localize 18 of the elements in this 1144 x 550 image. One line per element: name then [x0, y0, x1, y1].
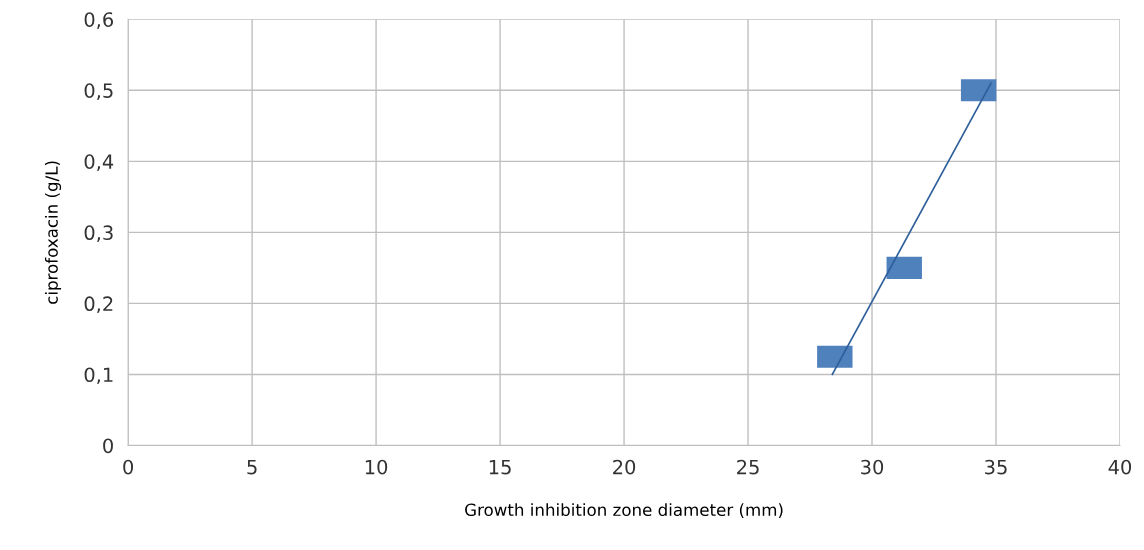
- y-tick-label: 0,1: [84, 367, 113, 385]
- x-tick-label: 30: [861, 459, 884, 475]
- y-tick-label: 0,6: [84, 12, 114, 29]
- y-tick-label: 0,3: [84, 225, 113, 243]
- x-tick-label: 5: [247, 459, 257, 475]
- y-tick-label: 0: [103, 438, 113, 454]
- x-tick-label: 25: [737, 459, 759, 475]
- y-tick-label: 0,4: [84, 154, 114, 171]
- x-tick-label: 40: [1108, 459, 1132, 475]
- x-tick-label: 35: [985, 459, 1007, 475]
- x-tick-label: 20: [613, 459, 636, 475]
- x-tick-label: 10: [365, 459, 388, 475]
- y-axis-title: ciprofoxacin (g/L): [44, 161, 62, 304]
- x-axis-title: Growth inhibition zone diameter (mm): [465, 503, 783, 519]
- y-tick-label: 0,2: [84, 296, 113, 314]
- x-tick-label: 15: [489, 459, 511, 475]
- y-tick-label: 0,5: [84, 83, 113, 100]
- x-tick-label: 0: [123, 459, 134, 475]
